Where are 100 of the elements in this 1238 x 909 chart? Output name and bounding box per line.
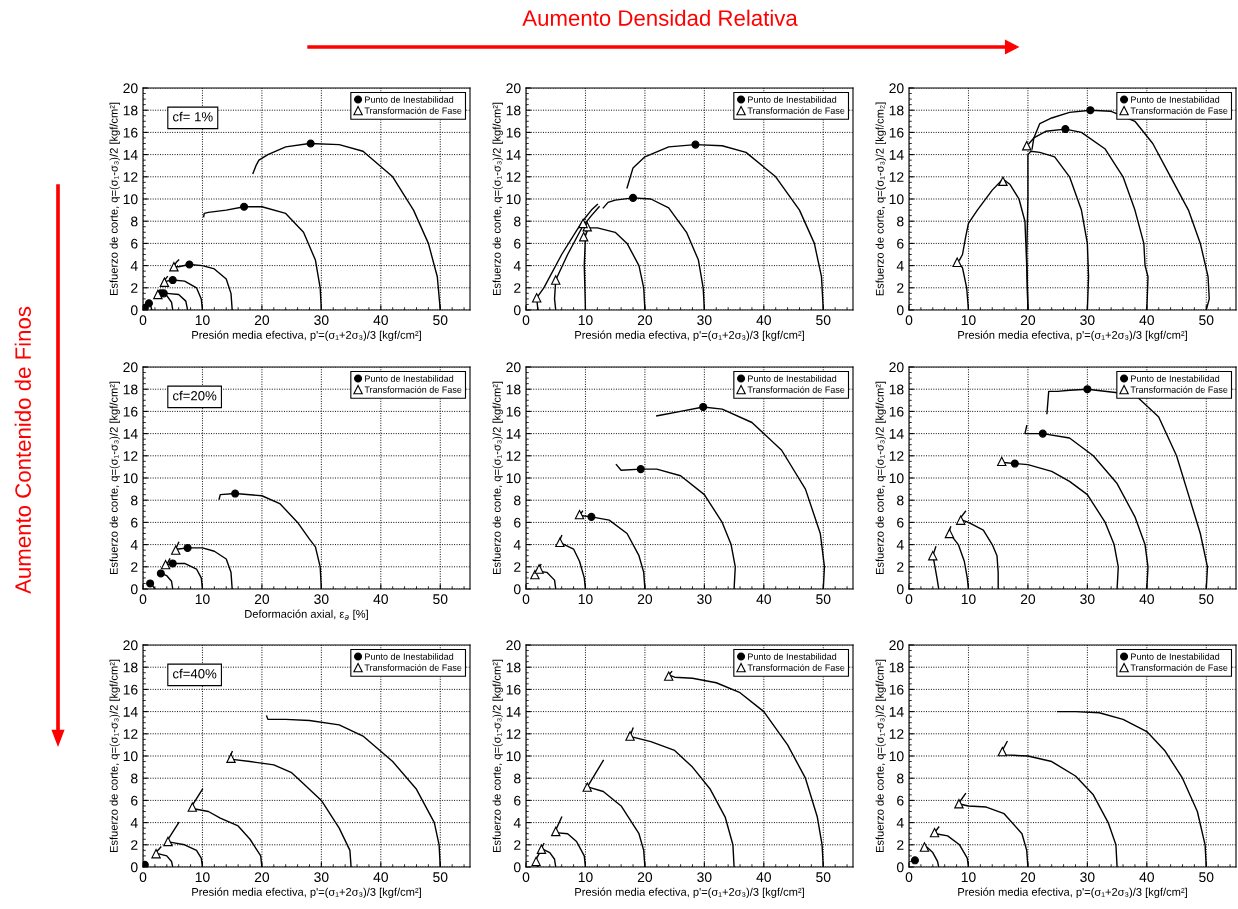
legend-label: Punto de Inestabilidad xyxy=(365,96,454,103)
x-tick-label: 10 xyxy=(961,872,976,883)
y-tick-label: 4 xyxy=(896,818,904,828)
legend-label: Punto de Inestabilidad xyxy=(748,96,837,103)
y-tick-label: 2 xyxy=(897,283,904,293)
y-tick-label: 14 xyxy=(506,707,521,717)
y-tick-label: 18 xyxy=(889,384,904,395)
x-tick-label: 20 xyxy=(1020,315,1036,326)
text: Aumento Contenido de Finos xyxy=(14,306,31,594)
y-tick-label: 2 xyxy=(131,283,138,293)
x-tick-label: 20 xyxy=(637,594,653,605)
y-tick-label: 12 xyxy=(506,172,521,182)
legend-label: Transformación de Fase xyxy=(1130,107,1228,114)
x-tick-label: 30 xyxy=(314,594,329,605)
y-tick-label: 16 xyxy=(123,684,138,695)
y-tick-label: 2 xyxy=(131,562,138,572)
x-tick-label: 30 xyxy=(314,872,329,883)
x-tick-label: 30 xyxy=(1080,594,1095,605)
legend-label: Transformación de Fase xyxy=(364,664,462,671)
y-tick-label: 10 xyxy=(889,194,904,205)
y-tick-label: 20 xyxy=(123,640,138,651)
y-tick-label: 4 xyxy=(896,261,904,271)
y-tick-label: 14 xyxy=(889,707,904,717)
x-tick-label: 0 xyxy=(139,872,147,883)
x-tick-label: 50 xyxy=(1199,594,1214,605)
x-tick-label: 0 xyxy=(522,872,530,883)
y-tick-label: 0 xyxy=(513,584,521,595)
y-tick-label: 14 xyxy=(123,707,138,717)
y-tick-label: 16 xyxy=(506,684,521,695)
y-tick-label: 4 xyxy=(513,818,521,828)
y-tick-label: 4 xyxy=(896,540,904,550)
y-tick-label: 16 xyxy=(506,127,521,138)
y-tick-label: 18 xyxy=(889,662,904,673)
y-axis-title: Esfuerzo de corte, q=(σ₁-σ₃)/2 [kgf/cm²] xyxy=(492,381,503,575)
y-tick-label: 6 xyxy=(897,517,904,528)
x-tick-label: 50 xyxy=(816,315,831,326)
legend-label: Punto de Inestabilidad xyxy=(748,653,837,660)
x-tick-label: 50 xyxy=(1199,315,1214,326)
x-tick-label: 50 xyxy=(1199,872,1214,883)
y-tick-label: 8 xyxy=(514,495,521,506)
x-tick-label: 40 xyxy=(756,594,771,605)
x-axis-title: Presión media efectiva, p'=(σ₁+2σ₃)/3 [kgf/cm²] xyxy=(958,887,1187,899)
annotation: cf= 1% xyxy=(172,111,213,122)
y-tick-label: 6 xyxy=(131,238,138,249)
y-tick-label: 12 xyxy=(889,451,904,461)
y-axis-title: Esfuerzo de corte, q=(σ₁-σ₃)/2 [kgf/cm²] xyxy=(875,659,886,853)
x-tick-label: 10 xyxy=(195,872,210,883)
y-tick-label: 20 xyxy=(506,83,521,94)
legend-label: Punto de Inestabilidad xyxy=(1131,375,1220,382)
legend-label: Punto de Inestabilidad xyxy=(365,653,454,660)
x-tick-label: 50 xyxy=(816,872,831,883)
y-tick-label: 0 xyxy=(896,862,904,873)
x-tick-label: 10 xyxy=(195,594,210,605)
y-tick-label: 0 xyxy=(130,305,138,316)
y-tick-label: 0 xyxy=(130,862,138,873)
y-tick-label: 8 xyxy=(897,495,904,506)
y-tick-label: 14 xyxy=(123,150,138,160)
legend-label: Transformación de Fase xyxy=(1130,386,1228,393)
x-tick-label: 30 xyxy=(697,872,712,883)
legend-label: Punto de Inestabilidad xyxy=(365,375,454,382)
y-tick-label: 10 xyxy=(506,194,521,205)
x-axis-title: Presión media efectiva, p'=(σ₁+2σ₃)/3 [kgf/cm²] xyxy=(575,330,804,342)
x-tick-label: 0 xyxy=(139,315,147,326)
x-tick-label: 10 xyxy=(195,315,210,326)
x-tick-label: 50 xyxy=(433,872,448,883)
y-tick-label: 6 xyxy=(131,517,138,528)
y-tick-label: 20 xyxy=(889,640,904,651)
y-tick-label: 2 xyxy=(897,840,904,850)
y-tick-label: 20 xyxy=(123,362,138,373)
y-tick-label: 2 xyxy=(514,562,521,572)
y-tick-label: 4 xyxy=(130,261,138,271)
y-axis-title: Esfuerzo de corte, q=(σ₁-σ₃)/2 [kgf/cm₂] xyxy=(875,102,886,296)
x-tick-label: 30 xyxy=(1080,315,1095,326)
y-axis-title: Esfuerzo de corte, q=(σ₁-σ₃)/2 [kgf/cm²] xyxy=(875,381,886,575)
legend-label: Transformación de Fase xyxy=(1130,664,1228,671)
x-tick-label: 10 xyxy=(578,594,593,605)
x-tick-label: 0 xyxy=(139,594,147,605)
y-tick-label: 10 xyxy=(123,194,138,205)
y-tick-label: 6 xyxy=(897,795,904,806)
x-tick-label: 50 xyxy=(816,594,831,605)
y-tick-label: 6 xyxy=(514,238,521,249)
x-tick-label: 20 xyxy=(1020,594,1036,605)
x-tick-label: 20 xyxy=(254,315,270,326)
y-tick-label: 18 xyxy=(889,105,904,116)
y-axis-title: Esfuerzo de corte, q=(σ₁-σ₃)/2 [kgf/cm²] xyxy=(109,381,120,575)
x-tick-label: 20 xyxy=(1020,872,1036,883)
y-tick-label: 18 xyxy=(506,662,521,673)
legend-label: Transformación de Fase xyxy=(747,107,845,114)
x-axis-title: Presión media efectiva, p'=(σ₁+2σ₃)/3 [kgf/cm²] xyxy=(192,330,421,342)
x-tick-label: 40 xyxy=(373,315,388,326)
y-tick-label: 20 xyxy=(506,362,521,373)
y-tick-label: 0 xyxy=(513,305,521,316)
y-tick-label: 18 xyxy=(123,384,138,395)
x-tick-label: 40 xyxy=(756,872,771,883)
y-tick-label: 12 xyxy=(889,172,904,182)
y-tick-label: 6 xyxy=(514,517,521,528)
x-tick-label: 50 xyxy=(433,594,448,605)
legend-label: Punto de Inestabilidad xyxy=(1131,96,1220,103)
y-tick-label: 18 xyxy=(123,662,138,673)
y-tick-label: 8 xyxy=(131,495,138,506)
